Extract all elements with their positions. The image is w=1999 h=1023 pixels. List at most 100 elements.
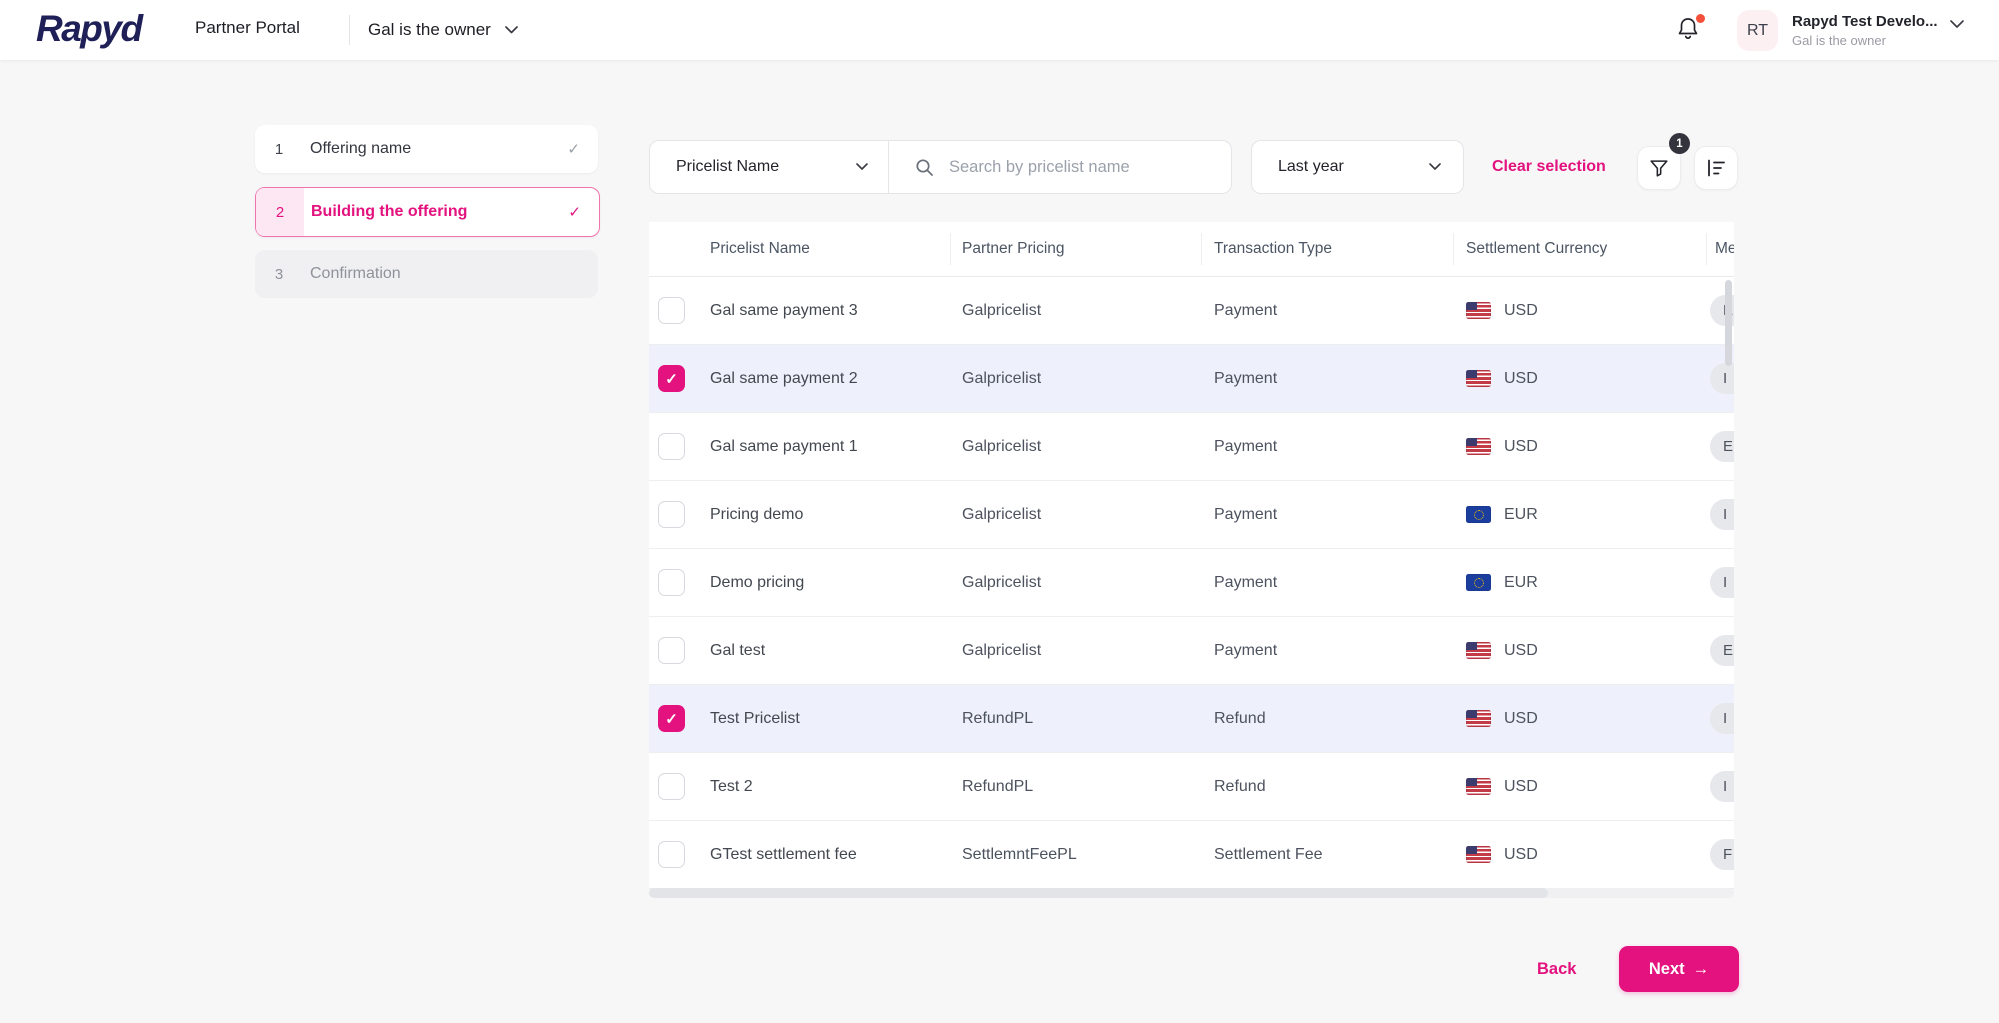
cell-transaction-type: Payment	[1214, 642, 1278, 659]
rapyd-logo: Rapyd	[36, 8, 143, 49]
step-label: Building the offering	[311, 203, 468, 220]
step-label: Confirmation	[310, 265, 401, 282]
table-row[interactable]: ✓ Gal same payment 3 Galpricelist Paymen…	[649, 277, 1734, 345]
account-menu[interactable]: RT Rapyd Test Develo... Gal is the owner	[1737, 10, 1938, 51]
table-body: ✓ Gal same payment 3 Galpricelist Paymen…	[649, 277, 1734, 889]
header-separator	[1706, 233, 1707, 265]
cell-settlement-currency: USD	[1466, 685, 1538, 752]
row-checkbox[interactable]: ✓	[658, 637, 685, 664]
search-input[interactable]	[947, 156, 1251, 178]
cell-method-badge-clipped: I	[1710, 567, 1734, 598]
account-chevron-down-icon[interactable]	[1950, 20, 1964, 29]
currency-flag-icon	[1466, 506, 1491, 523]
search-column-dropdown[interactable]: Pricelist Name	[650, 141, 889, 193]
vertical-scrollbar-thumb[interactable]	[1725, 280, 1732, 366]
currency-flag-icon	[1466, 846, 1491, 863]
currency-code: USD	[1504, 301, 1538, 319]
cell-settlement-currency: USD	[1466, 617, 1538, 684]
step-building-the-offering[interactable]: 2 Building the offering ✓	[255, 187, 600, 237]
search-icon	[915, 158, 934, 177]
currency-flag-icon	[1466, 778, 1491, 795]
column-header-settlement-currency: Settlement Currency	[1466, 240, 1608, 257]
next-button[interactable]: Next →	[1619, 946, 1739, 992]
portal-title: Partner Portal	[195, 18, 300, 37]
cell-settlement-currency: USD	[1466, 277, 1538, 344]
cell-partner-pricing: RefundPL	[962, 778, 1034, 795]
cell-method-badge-clipped: I	[1710, 703, 1734, 734]
clear-selection-link[interactable]: Clear selection	[1492, 158, 1606, 175]
horizontal-scrollbar-thumb[interactable]	[649, 888, 1548, 898]
pricelist-table: Pricelist Name Partner Pricing Transacti…	[649, 222, 1734, 889]
date-range-dropdown[interactable]: Last year	[1251, 140, 1464, 194]
horizontal-scrollbar-track[interactable]	[649, 888, 1734, 898]
notification-dot	[1696, 14, 1705, 23]
table-row[interactable]: ✓ Gal test Galpricelist Payment USD E	[649, 617, 1734, 685]
table-row[interactable]: ✓ GTest settlement fee SettlemntFeePL Se…	[649, 821, 1734, 889]
currency-code: USD	[1504, 437, 1538, 455]
cell-transaction-type: Refund	[1214, 778, 1266, 795]
cell-partner-pricing: Galpricelist	[962, 574, 1042, 591]
row-checkbox[interactable]: ✓	[658, 433, 685, 460]
table-row[interactable]: ✓ Pricing demo Galpricelist Payment EUR …	[649, 481, 1734, 549]
row-checkbox[interactable]: ✓	[658, 569, 685, 596]
table-row[interactable]: ✓ Test Pricelist RefundPL Refund USD I	[649, 685, 1734, 753]
funnel-icon	[1650, 160, 1668, 177]
row-checkbox[interactable]: ✓	[658, 841, 685, 868]
account-name: Rapyd Test Develo...	[1792, 13, 1938, 30]
cell-partner-pricing: Galpricelist	[962, 438, 1042, 455]
chevron-down-icon	[856, 163, 868, 171]
step-confirmation[interactable]: 3 Confirmation	[255, 250, 598, 298]
cell-pricelist-name: Gal same payment 1	[710, 438, 858, 455]
cell-pricelist-name: Demo pricing	[710, 574, 805, 591]
row-checkbox[interactable]: ✓	[658, 297, 685, 324]
back-button[interactable]: Back	[1537, 959, 1577, 978]
cell-transaction-type: Payment	[1214, 438, 1278, 455]
currency-code: USD	[1504, 777, 1538, 795]
cell-method-badge-clipped: I	[1710, 771, 1734, 802]
cell-settlement-currency: USD	[1466, 413, 1538, 480]
step-number: 3	[274, 265, 284, 283]
currency-flag-icon	[1466, 710, 1491, 727]
cell-transaction-type: Payment	[1214, 574, 1278, 591]
cell-method-badge-clipped: I	[1710, 363, 1734, 394]
currency-code: USD	[1504, 641, 1538, 659]
step-number: 1	[274, 140, 284, 158]
chevron-down-icon	[504, 26, 518, 34]
sort-button[interactable]	[1694, 146, 1738, 190]
table-row[interactable]: ✓ Gal same payment 2 Galpricelist Paymen…	[649, 345, 1734, 413]
row-checkbox[interactable]: ✓	[658, 773, 685, 800]
cell-partner-pricing: RefundPL	[962, 710, 1034, 727]
currency-flag-icon	[1466, 438, 1491, 455]
currency-flag-icon	[1466, 370, 1491, 387]
cell-pricelist-name: Test Pricelist	[710, 710, 800, 727]
top-bar: Rapyd Partner Portal Gal is the owner RT…	[0, 0, 1999, 60]
currency-code: USD	[1504, 709, 1538, 727]
row-checkbox[interactable]: ✓	[658, 705, 685, 732]
filter-count-badge: 1	[1669, 133, 1690, 154]
filter-button[interactable]	[1637, 146, 1681, 190]
cell-partner-pricing: Galpricelist	[962, 370, 1042, 387]
cell-transaction-type: Payment	[1214, 506, 1278, 523]
row-checkbox[interactable]: ✓	[658, 365, 685, 392]
column-header-partner-pricing: Partner Pricing	[962, 240, 1065, 257]
currency-flag-icon	[1466, 642, 1491, 659]
cell-pricelist-name: Gal same payment 2	[710, 370, 858, 387]
check-icon: ✓	[665, 710, 678, 728]
row-checkbox[interactable]: ✓	[658, 501, 685, 528]
table-row[interactable]: ✓ Test 2 RefundPL Refund USD I	[649, 753, 1734, 821]
check-icon: ✓	[665, 370, 678, 388]
table-header: Pricelist Name Partner Pricing Transacti…	[649, 222, 1734, 277]
header-separator	[950, 233, 951, 265]
table-row[interactable]: ✓ Demo pricing Galpricelist Payment EUR …	[649, 549, 1734, 617]
account-subtitle: Gal is the owner	[1792, 33, 1886, 48]
arrow-right-icon: →	[1692, 959, 1710, 978]
column-header-method-clipped: Me	[1715, 240, 1734, 257]
owner-selector[interactable]: Gal is the owner	[368, 12, 518, 48]
cell-method-badge-clipped: E	[1710, 635, 1734, 666]
step-offering-name[interactable]: 1 Offering name ✓	[255, 125, 598, 173]
currency-code: EUR	[1504, 573, 1538, 591]
table-row[interactable]: ✓ Gal same payment 1 Galpricelist Paymen…	[649, 413, 1734, 481]
currency-code: USD	[1504, 369, 1538, 387]
cell-transaction-type: Payment	[1214, 302, 1278, 319]
notification-bell-button[interactable]	[1676, 14, 1705, 44]
